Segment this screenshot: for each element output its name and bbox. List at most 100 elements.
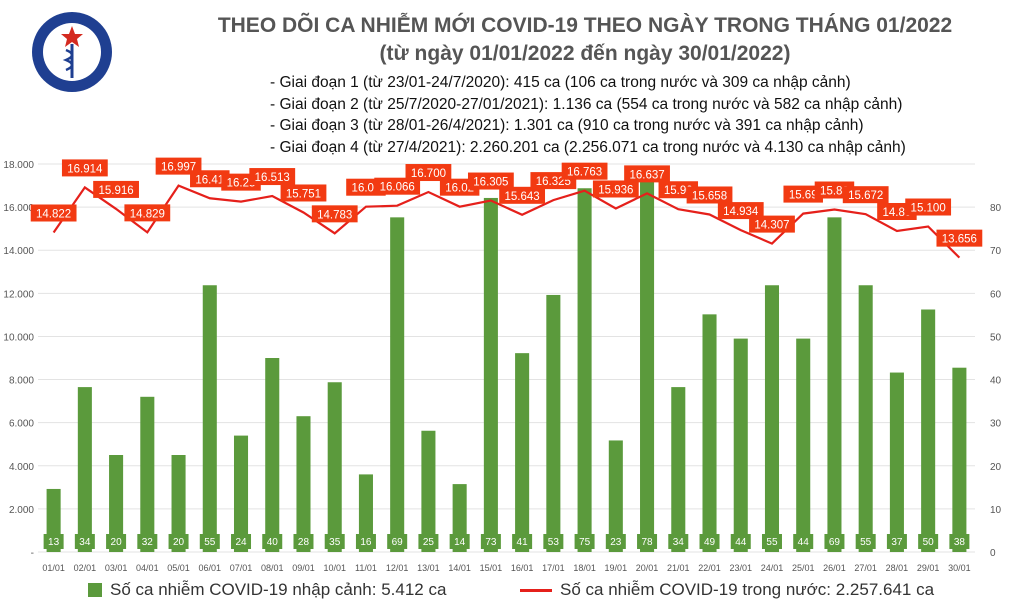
- x-axis-tick: 30/01: [948, 563, 971, 573]
- line-label-bg: [749, 215, 795, 233]
- bar-label-bg: [137, 534, 158, 549]
- line-value-label: 13.656: [942, 234, 977, 246]
- bar-label-bg: [293, 534, 314, 549]
- bar-imported-05/01: [171, 455, 186, 552]
- note-phase-1: - Giai đoạn 1 (từ 23/01-24/7/2020): 415 …: [270, 74, 851, 91]
- bar-label-bg: [793, 534, 814, 549]
- notes: - Giai đoạn 1 (từ 23/01-24/7/2020): 415 …: [270, 72, 906, 158]
- bar-label-bg: [574, 534, 595, 549]
- bar-imported-22/01: [702, 314, 717, 552]
- line-value-label: 15.672: [848, 190, 883, 202]
- right-axis-tick: 40: [990, 376, 1002, 387]
- x-axis-tick: 27/01: [854, 563, 877, 573]
- legend-imported: Số ca nhiễm COVID-19 nhập cảnh: 5.412 ca: [88, 580, 446, 600]
- left-axis-tick: 8.000: [9, 376, 34, 387]
- bar-imported-02/01: [77, 387, 92, 552]
- x-axis-tick: 05/01: [167, 563, 190, 573]
- bar-imported-30/01: [952, 367, 967, 552]
- bar-label-bg: [824, 534, 845, 549]
- line-value-label: 16.305: [473, 177, 508, 189]
- x-axis-tick: 08/01: [261, 563, 284, 573]
- bar-imported-13/01: [421, 430, 436, 552]
- x-axis-tick: 06/01: [199, 563, 222, 573]
- x-axis-tick: 18/01: [573, 563, 596, 573]
- bar-label-bg: [855, 534, 876, 549]
- bar-value-label: 40: [267, 537, 279, 548]
- legend-domestic: Số ca nhiễm COVID-19 trong nước: 2.257.6…: [520, 580, 934, 600]
- line-label-bg: [155, 157, 202, 175]
- bar-label-bg: [324, 534, 345, 549]
- line-value-label: 16.066: [380, 182, 415, 194]
- left-axis-tick: -: [31, 548, 34, 559]
- line-value-label: 16.25: [227, 178, 256, 190]
- line-value-label: 15.69: [789, 190, 818, 202]
- line-value-label: 14.934: [723, 206, 759, 218]
- line-label-bg: [30, 204, 77, 222]
- left-axis-tick: 14.000: [3, 246, 34, 257]
- bar-imported-26/01: [827, 217, 842, 552]
- x-axis-tick: 26/01: [823, 563, 846, 573]
- line-label-bg: [467, 172, 514, 190]
- bar-label-bg: [480, 534, 501, 549]
- right-axis-tick: 10: [990, 505, 1002, 516]
- x-axis-tick: 12/01: [386, 563, 409, 573]
- line-value-label: 14.783: [317, 209, 352, 221]
- bar-label-bg: [43, 534, 64, 549]
- bar-label-bg: [199, 534, 220, 549]
- line-value-label: 14.829: [130, 208, 165, 220]
- line-value-label: 16.02: [445, 183, 474, 195]
- left-axis-tick: 10.000: [3, 332, 34, 343]
- bar-value-label: 73: [485, 537, 497, 548]
- bar-label-bg: [699, 534, 720, 549]
- bar-value-label: 13: [48, 537, 60, 548]
- line-label-bg: [280, 184, 327, 202]
- bar-imported-25/01: [796, 338, 811, 552]
- x-axis-tick: 07/01: [230, 563, 253, 573]
- bar-imported-17/01: [546, 294, 561, 552]
- bar-imported-24/01: [764, 285, 780, 552]
- line-label-bg: [190, 170, 230, 188]
- line-value-label: 16.914: [67, 163, 103, 175]
- note-phase-2: - Giai đoạn 2 (từ 25/7/2020-27/01/2021):…: [270, 95, 903, 113]
- bar-label-bg: [387, 534, 408, 549]
- line-value-label: 15.643: [505, 191, 540, 203]
- line-value-label: 15.658: [692, 190, 727, 202]
- x-axis-tick: 24/01: [761, 563, 784, 573]
- bar-imported-08/01: [265, 358, 280, 552]
- bar-imported-04/01: [140, 396, 155, 552]
- bar-label-bg: [730, 534, 751, 549]
- bar-label-bg: [449, 534, 470, 549]
- bar-value-label: 44: [798, 537, 810, 548]
- line-value-label: 15.90: [664, 185, 693, 197]
- line-label-bg: [124, 204, 171, 222]
- line-value-label: 15.916: [98, 185, 133, 197]
- x-axis-tick: 17/01: [542, 563, 565, 573]
- x-axis-tick: 10/01: [323, 563, 346, 573]
- x-axis-tick: 21/01: [667, 563, 690, 573]
- line-label-bg: [842, 186, 889, 204]
- bar-value-label: 32: [142, 537, 154, 548]
- x-axis-tick: 20/01: [636, 563, 659, 573]
- bar-imported-11/01: [358, 474, 373, 552]
- left-axis-tick: 16.000: [3, 203, 34, 214]
- bar-label-bg: [637, 534, 658, 549]
- bar-label-bg: [231, 534, 252, 549]
- bar-label-bg: [886, 534, 907, 549]
- line-value-label: 15.751: [286, 188, 321, 200]
- x-axis-tick: 28/01: [886, 563, 909, 573]
- line-value-label: 16.513: [255, 172, 290, 184]
- bar-imported-23/01: [733, 338, 748, 552]
- bar-label-bg: [761, 534, 782, 549]
- right-axis-tick: 20: [990, 462, 1002, 473]
- bar-imported-06/01: [202, 285, 217, 552]
- bar-imported-18/01: [577, 188, 592, 552]
- right-axis-tick: 30: [990, 419, 1002, 430]
- line-label-bg: [311, 205, 358, 223]
- bar-imported-09/01: [296, 416, 311, 552]
- x-axis-tick: 22/01: [698, 563, 721, 573]
- line-value-label: 15.88: [820, 186, 849, 198]
- bar-imported-19/01: [608, 440, 623, 552]
- bar-imported-16/01: [515, 353, 530, 552]
- line-label-bg: [374, 177, 421, 195]
- line-value-label: 14.822: [36, 209, 71, 221]
